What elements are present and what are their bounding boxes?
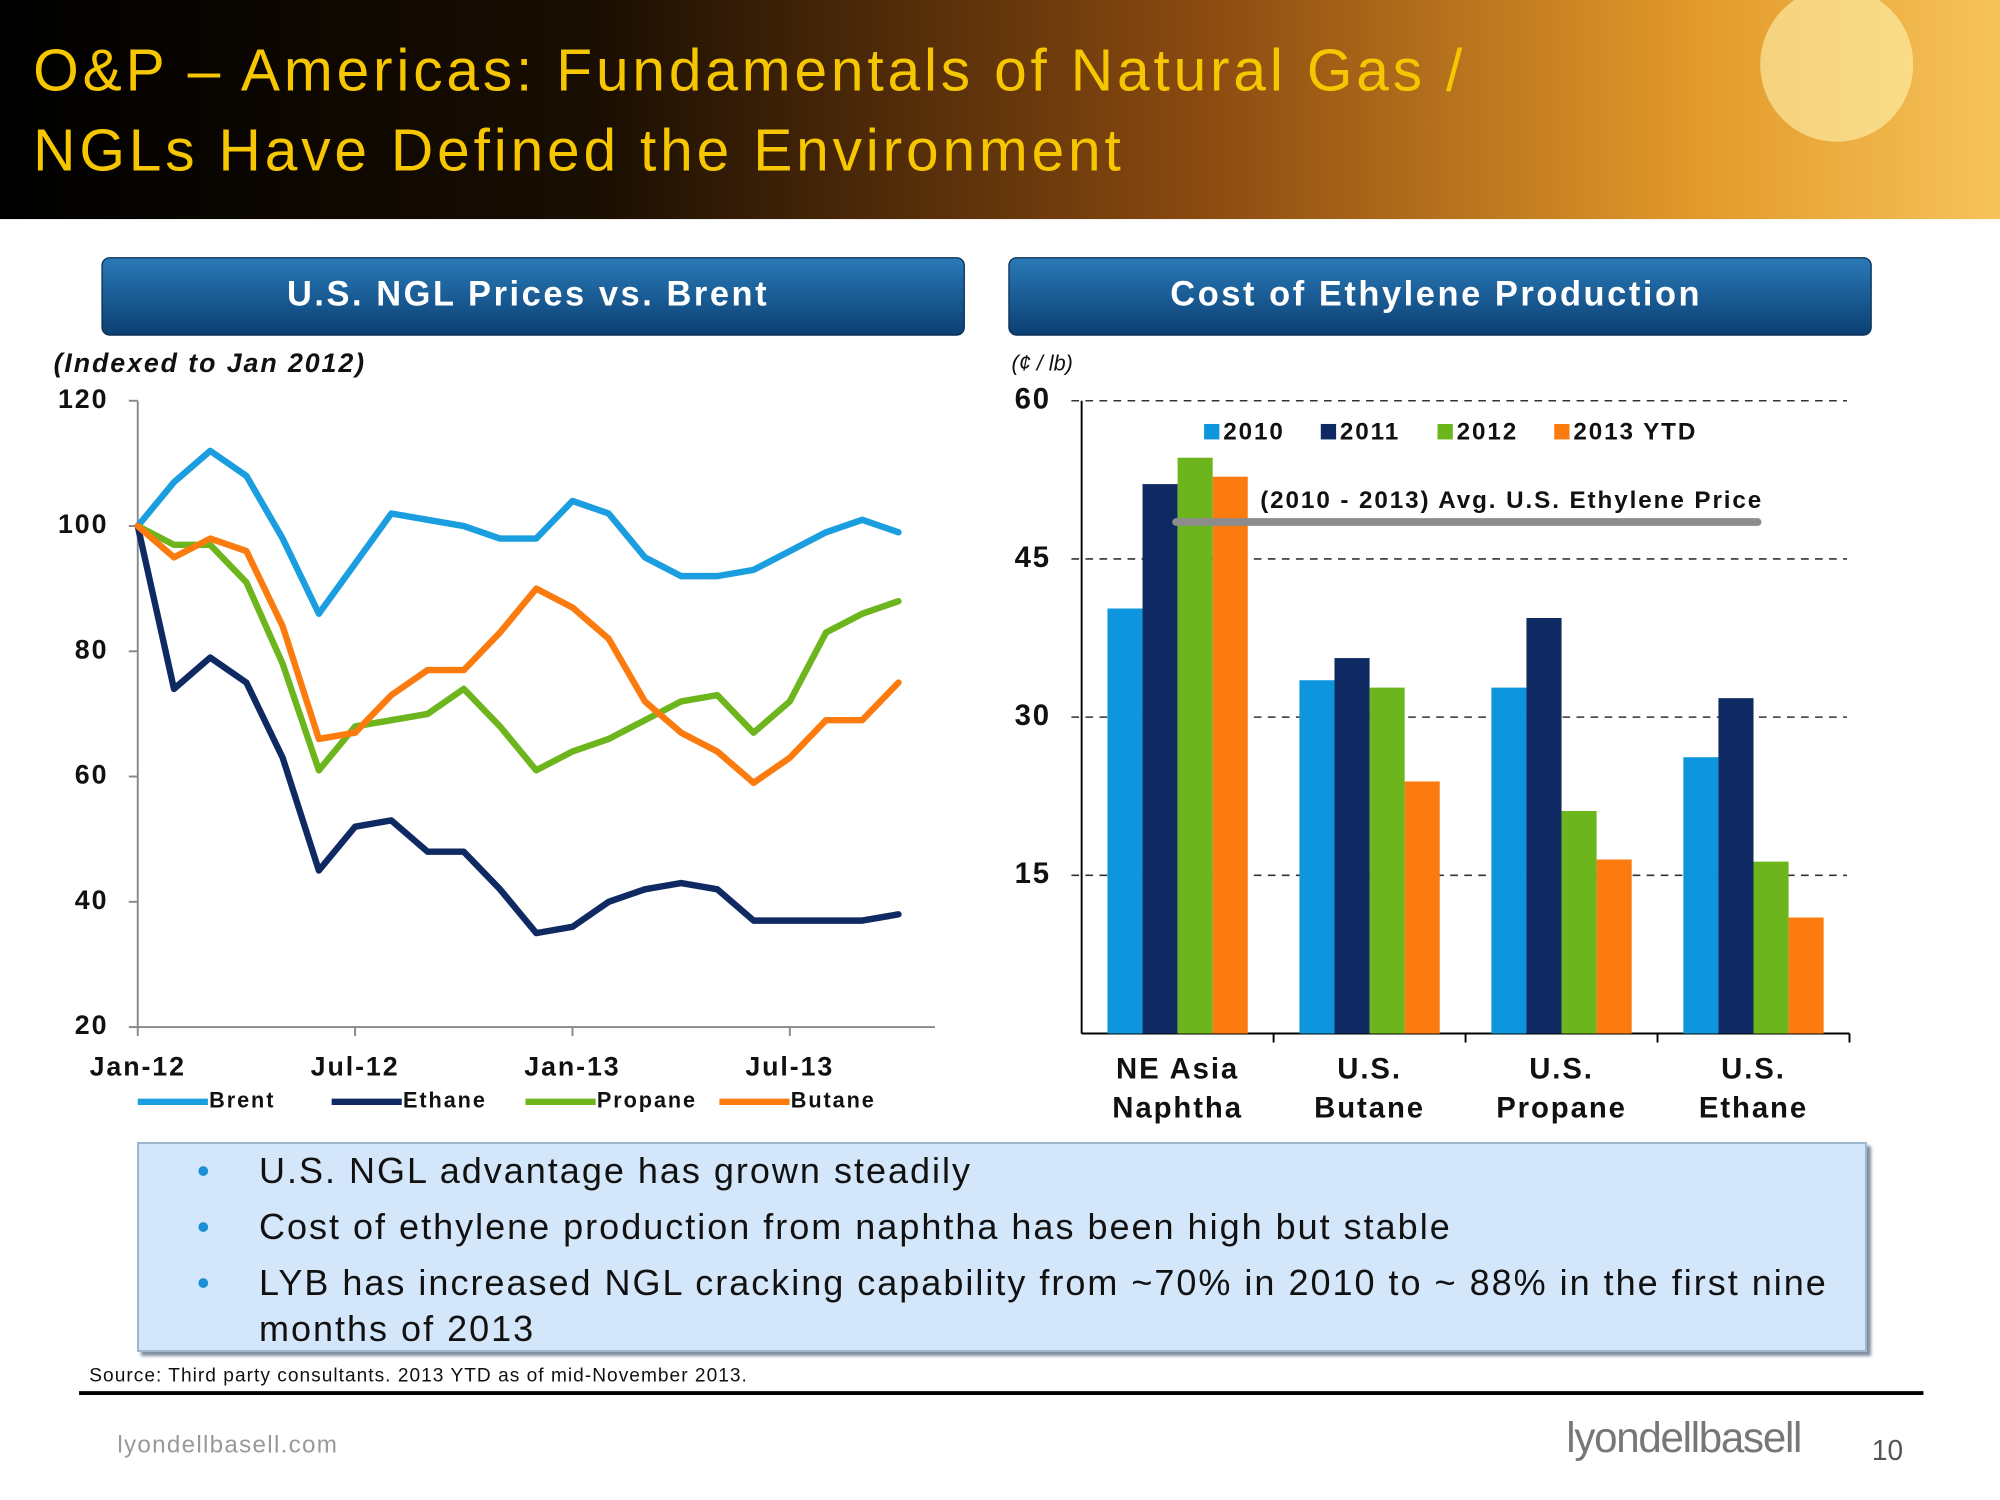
bullet: LYB has increased NGL cracking capabilit…	[197, 1260, 1865, 1352]
bar	[1718, 698, 1754, 1034]
legend-swatch	[1320, 423, 1337, 440]
y-tick-label: 30	[1015, 699, 1051, 732]
legend-label: Butane	[791, 1087, 876, 1112]
slide-title: O&P – Americas: Fundamentals of Natural …	[33, 38, 1466, 103]
legend-swatch	[1437, 423, 1453, 440]
legend-label: 2013 YTD	[1573, 418, 1697, 445]
bar	[1753, 861, 1789, 1034]
panel-header	[1008, 257, 1872, 336]
footer-url: lyondellbasell.com	[117, 1431, 338, 1458]
x-tick-label: Butane	[1314, 1091, 1425, 1124]
bar	[1212, 476, 1248, 1034]
y-tick-label: 100	[58, 509, 108, 539]
bullet: U.S. NGL advantage has grown steadily	[197, 1148, 1865, 1194]
y-tick-label: 40	[75, 885, 109, 915]
legend-swatch	[1204, 423, 1220, 440]
x-tick-label: Jul-13	[745, 1051, 834, 1081]
legend-label: 2012	[1457, 418, 1519, 445]
x-tick-label: Jan-12	[90, 1051, 186, 1081]
header-band	[0, 0, 2000, 220]
legend-label: 2011	[1340, 418, 1400, 445]
panel-header	[101, 257, 965, 336]
y-axis-label: (¢ / lb)	[1011, 350, 1072, 375]
legend-label: Propane	[597, 1087, 697, 1112]
x-tick-label: U.S.	[1529, 1053, 1594, 1086]
bar	[1334, 658, 1370, 1034]
bar	[1596, 859, 1632, 1034]
chart-title: Cost of Ethylene Production	[1170, 275, 1702, 313]
bullet-list: U.S. NGL advantage has grown steadily Co…	[139, 1148, 1865, 1352]
legend-label: Brent	[209, 1087, 275, 1112]
bullet-box: U.S. NGL advantage has grown steadily Co…	[137, 1142, 1867, 1352]
y-axis-label: (Indexed to Jan 2012)	[54, 348, 366, 378]
bar	[1526, 618, 1562, 1034]
x-tick-label: NE Asia	[1116, 1053, 1239, 1086]
bar	[1491, 687, 1527, 1034]
x-tick-label: U.S.	[1337, 1053, 1402, 1086]
y-tick-label: 80	[75, 634, 109, 664]
y-tick-label: 60	[75, 760, 109, 790]
x-tick-label: Ethane	[1699, 1091, 1808, 1124]
y-tick-label: 60	[1015, 382, 1051, 415]
y-tick-label: 15	[1015, 857, 1051, 890]
bar	[1788, 917, 1824, 1034]
bar	[1299, 680, 1335, 1034]
chart-title: U.S. NGL Prices vs. Brent	[287, 275, 769, 313]
x-tick-label: Jan-13	[524, 1051, 620, 1081]
legend-label: 2010	[1223, 418, 1285, 445]
bar	[1107, 608, 1143, 1034]
series-line	[134, 522, 902, 774]
source-note: Source: Third party consultants. 2013 YT…	[89, 1365, 748, 1386]
x-tick-label: U.S.	[1721, 1053, 1786, 1086]
annotation: (2010 - 2013) Avg. U.S. Ethylene Price	[1260, 487, 1763, 514]
bar	[1177, 457, 1213, 1034]
bar	[1683, 757, 1719, 1034]
y-tick-label: 120	[58, 384, 108, 414]
y-tick-label: 45	[1015, 541, 1051, 574]
bar	[1561, 810, 1597, 1034]
series-line	[134, 447, 902, 617]
x-tick-label: Naphtha	[1112, 1091, 1243, 1124]
legend-swatch	[1554, 423, 1570, 440]
legend-label: Ethane	[403, 1087, 487, 1112]
bar	[1142, 484, 1178, 1034]
x-tick-label: Propane	[1496, 1091, 1627, 1124]
y-tick-label: 20	[75, 1010, 109, 1040]
logo: lyondellbasell	[1566, 1414, 1801, 1461]
series-line	[134, 522, 902, 787]
header-sun	[1760, 0, 1914, 142]
bar	[1369, 687, 1405, 1034]
x-tick-label: Jul-12	[311, 1051, 400, 1081]
bar	[1404, 781, 1440, 1034]
series-line	[134, 522, 902, 937]
page-number: 10	[1872, 1434, 1903, 1466]
bullet: Cost of ethylene production from naphtha…	[197, 1204, 1865, 1250]
slide-title: NGLs Have Defined the Environment	[33, 118, 1124, 183]
